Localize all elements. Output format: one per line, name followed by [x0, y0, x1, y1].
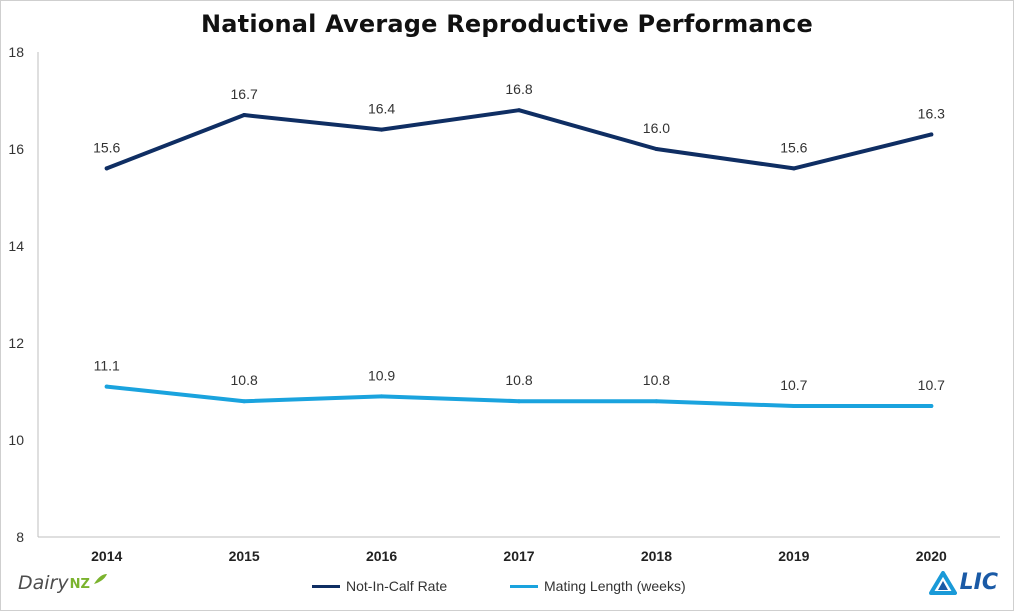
- x-tick-label-2017: 2017: [503, 548, 534, 564]
- data-point-not-in-calf-rate-2016: [379, 127, 384, 132]
- data-label-not-in-calf-rate-2017: 16.8: [505, 81, 532, 97]
- x-tick-label-2020: 2020: [916, 548, 947, 564]
- y-tick-label-12: 12: [8, 335, 24, 351]
- data-point-mating-length-weeks-2016: [379, 394, 384, 399]
- lic-logo: LIC: [928, 570, 998, 595]
- data-label-mating-length-weeks-2016: 10.9: [368, 367, 395, 383]
- y-tick-label-14: 14: [8, 238, 24, 254]
- data-point-not-in-calf-rate-2017: [517, 108, 521, 113]
- data-label-not-in-calf-rate-2016: 16.4: [368, 101, 395, 117]
- data-point-mating-length-weeks-2019: [791, 404, 796, 409]
- data-label-mating-length-weeks-2019: 10.7: [780, 377, 807, 393]
- data-point-not-in-calf-rate-2015: [242, 113, 247, 118]
- data-point-not-in-calf-rate-2018: [654, 147, 659, 151]
- data-label-not-in-calf-rate-2018: 16.0: [643, 120, 670, 136]
- dairynz-logo: Dairy NZ: [18, 572, 108, 594]
- data-point-mating-length-weeks-2015: [242, 399, 247, 404]
- data-label-not-in-calf-rate-2020: 16.3: [918, 105, 945, 121]
- data-point-mating-length-weeks-2014: [104, 384, 109, 389]
- x-tick-label-2019: 2019: [778, 548, 809, 564]
- legend-item-not-in-calf-rate: Not-In-Calf Rate: [312, 578, 447, 594]
- lic-logo-text: LIC: [959, 570, 998, 595]
- dairynz-logo-main-text: Dairy: [18, 572, 69, 594]
- data-label-mating-length-weeks-2017: 10.8: [505, 372, 532, 388]
- data-label-mating-length-weeks-2020: 10.7: [918, 377, 945, 393]
- legend-label-not-in-calf-rate: Not-In-Calf Rate: [346, 578, 448, 594]
- y-tick-label-18: 18: [8, 44, 24, 60]
- data-label-mating-length-weeks-2018: 10.8: [643, 372, 670, 388]
- data-point-mating-length-weeks-2018: [654, 399, 659, 404]
- x-tick-label-2014: 2014: [91, 548, 122, 564]
- series-line-not-in-calf-rate: [104, 108, 934, 171]
- data-label-not-in-calf-rate-2019: 15.6: [780, 139, 807, 155]
- data-label-not-in-calf-rate-2015: 16.7: [231, 86, 258, 102]
- legend-swatch-not-in-calf-rate: [312, 584, 340, 588]
- chart-title: National Average Reproductive Performanc…: [200, 10, 813, 38]
- data-point-not-in-calf-rate-2020: [929, 132, 934, 137]
- leaf-icon: [93, 574, 107, 584]
- legend-label-mating-length: Mating Length (weeks): [544, 578, 686, 594]
- y-tick-label-8: 8: [16, 529, 24, 545]
- data-label-mating-length-weeks-2015: 10.8: [231, 372, 258, 388]
- y-tick-label-10: 10: [8, 432, 24, 448]
- data-label-not-in-calf-rate-2014: 15.6: [93, 139, 120, 155]
- data-point-mating-length-weeks-2017: [517, 399, 521, 404]
- dairynz-logo-sub-text: NZ: [69, 577, 90, 592]
- y-tick-label-16: 16: [8, 141, 24, 157]
- legend-item-mating-length: Mating Length (weeks): [510, 578, 686, 594]
- x-tick-label-2016: 2016: [366, 548, 397, 564]
- lic-triangle-icon: [928, 570, 957, 595]
- data-label-mating-length-weeks-2014: 11.1: [94, 358, 120, 374]
- legend-swatch-mating-length: [510, 584, 538, 588]
- data-point-mating-length-weeks-2020: [929, 404, 934, 409]
- legend: Not-In-Calf Rate Mating Length (weeks): [0, 578, 1014, 596]
- data-point-not-in-calf-rate-2019: [791, 166, 796, 171]
- x-tick-label-2015: 2015: [229, 548, 260, 564]
- data-point-not-in-calf-rate-2014: [104, 166, 109, 171]
- x-tick-label-2018: 2018: [641, 548, 672, 564]
